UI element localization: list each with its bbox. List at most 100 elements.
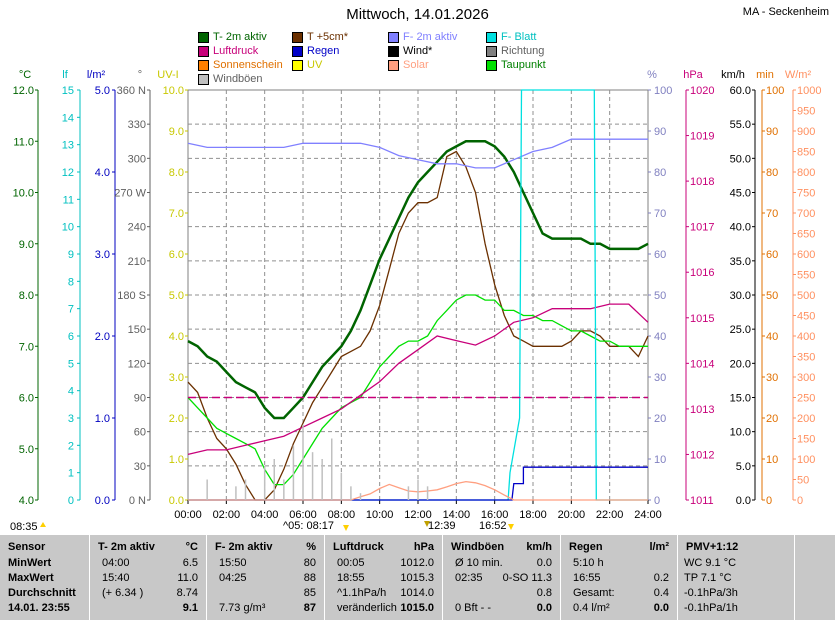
axis-tick-label-press: 1016 bbox=[690, 267, 714, 279]
axis-tick-label-wind: 10.0 bbox=[730, 427, 751, 439]
axis-tick-label-solar: 500 bbox=[797, 290, 815, 302]
table-cell-label: (+ 6.34 ) bbox=[102, 587, 144, 599]
axis-tick-label-sun: 10 bbox=[766, 454, 778, 466]
axis-tick-label-solar: 900 bbox=[797, 126, 815, 138]
axis-tick-label-hum: 80 bbox=[654, 167, 666, 179]
events-label: ^05: 08:17 bbox=[283, 520, 334, 532]
axis-tick-label-sun: 60 bbox=[766, 249, 778, 261]
time-tick-label: 06:00 bbox=[289, 509, 317, 521]
table-cell-label: TP 7.1 °C bbox=[684, 572, 732, 584]
legend-label: Wind* bbox=[403, 45, 433, 57]
axis-tick-label-press: 1014 bbox=[690, 358, 714, 370]
time-tick-label: 10:00 bbox=[366, 509, 394, 521]
series-line-f-2m-aktiv bbox=[187, 138, 648, 169]
axis-tick-label-solar: 250 bbox=[797, 393, 815, 405]
axis-tick-label-leaf: 5 bbox=[68, 358, 74, 370]
axis-tick-label-leaf: 6 bbox=[68, 331, 74, 343]
sunrise-label: 08:35 bbox=[10, 521, 38, 533]
axis-tick-label-dir: 180 S bbox=[117, 290, 146, 302]
axis-tick-label-hum: 10 bbox=[654, 454, 666, 466]
axis-tick-label-wind: 55.0 bbox=[730, 119, 751, 131]
column-header: F- 2m aktiv bbox=[215, 541, 273, 553]
axis-tick-label-solar: 150 bbox=[797, 434, 815, 446]
time-tick-label: 08:00 bbox=[328, 509, 356, 521]
table-cell-label: 15:40 bbox=[102, 572, 130, 584]
axis-tick-label-dir: 0 N bbox=[129, 495, 146, 507]
legend-swatch bbox=[198, 31, 209, 43]
time-tick-label: 12:00 bbox=[404, 509, 432, 521]
axis-tick-label-sun: 80 bbox=[766, 167, 778, 179]
summary-column: PMV+1:12 WC 9.1 °C TP 7.1 °C -0.1hPa/3h -0.1… bbox=[678, 535, 795, 620]
axis-unit-leaf: lf bbox=[62, 69, 68, 81]
axis-tick-label-uv: 8.0 bbox=[169, 167, 184, 179]
axis-unit-dir: ° bbox=[138, 69, 142, 81]
axis-tick-label-dir: 120 bbox=[128, 358, 146, 370]
series-line-f-blatt bbox=[188, 89, 648, 501]
axis-tick-label-leaf: 9 bbox=[68, 249, 74, 261]
summary-column: F- 2m aktiv% 15:50 80 04:25 88 85 7.73 g/m³ 87 bbox=[207, 535, 325, 620]
axis-tick-label-rain: 1.0 bbox=[95, 413, 110, 425]
table-cell-label: Gesamt: bbox=[573, 587, 615, 599]
legend-label: T- 2m aktiv bbox=[213, 31, 267, 43]
axis-tick-label-temp: 12.0 bbox=[13, 85, 34, 97]
axis-tick-label-uv: 0.0 bbox=[169, 495, 184, 507]
axis-tick-label-wind: 25.0 bbox=[730, 324, 751, 336]
table-cell-value: 1015.0 bbox=[400, 602, 434, 614]
table-cell-label: 7.73 g/m³ bbox=[219, 602, 266, 614]
time-tick-label: 02:00 bbox=[213, 509, 241, 521]
page-title: Mittwoch, 14.01.2026 bbox=[346, 6, 489, 23]
time-tick-label: 20:00 bbox=[558, 509, 586, 521]
axis-tick-label-wind: 15.0 bbox=[730, 393, 751, 405]
legend-swatch bbox=[198, 73, 209, 85]
time-tick-label: 24:00 bbox=[634, 509, 662, 521]
table-cell-label: 0 Bft - - bbox=[455, 602, 492, 614]
axis-tick-label-sun: 20 bbox=[766, 413, 778, 425]
axis-unit-sun: min bbox=[756, 69, 774, 81]
time-tick-label: 22:00 bbox=[596, 509, 624, 521]
legend-swatch bbox=[388, 59, 399, 71]
axis-tick-label-press: 1017 bbox=[690, 222, 714, 234]
axis-tick-label-uv: 7.0 bbox=[169, 208, 184, 220]
legend-swatch bbox=[292, 31, 303, 43]
axis-tick-label-sun: 100 bbox=[766, 85, 784, 97]
legend-label: Windböen bbox=[213, 73, 263, 85]
axis-tick-label-hum: 30 bbox=[654, 372, 666, 384]
legend-item: Luftdruck bbox=[198, 45, 258, 57]
axis-tick-label-uv: 3.0 bbox=[169, 372, 184, 384]
axis-tick-label-wind: 45.0 bbox=[730, 188, 751, 200]
axis-tick-label-solar: 0 bbox=[797, 495, 803, 507]
legend-swatch bbox=[486, 59, 497, 71]
axis-tick-label-leaf: 14 bbox=[62, 112, 74, 124]
column-unit: hPa bbox=[413, 541, 434, 553]
axis-tick-label-rain: 4.0 bbox=[95, 167, 110, 179]
legend-label: Sonnenschein bbox=[213, 59, 283, 71]
axis-tick-label-press: 1020 bbox=[690, 85, 714, 97]
axis-tick-label-sun: 0 bbox=[766, 495, 772, 507]
axis-tick-label-solar: 650 bbox=[797, 229, 815, 241]
legend-item: Regen bbox=[292, 45, 339, 57]
legend-item: T +5cm* bbox=[292, 31, 348, 43]
legend-item: Taupunkt bbox=[486, 59, 546, 71]
axis-tick-label-uv: 4.0 bbox=[169, 331, 184, 343]
table-cell-label: Ø 10 min. bbox=[455, 557, 503, 569]
axis-tick-label-hum: 100 bbox=[654, 85, 672, 97]
legend-swatch bbox=[198, 45, 209, 57]
axis-tick-label-rain: 2.0 bbox=[95, 331, 110, 343]
legend-label: Richtung bbox=[501, 45, 545, 57]
table-cell-value: 0.4 bbox=[653, 587, 669, 599]
column-header: T- 2m aktiv bbox=[98, 541, 155, 553]
event-icon bbox=[343, 525, 349, 531]
axis-tick-label-hum: 90 bbox=[654, 126, 666, 138]
table-cell-value: 0.0 bbox=[536, 557, 552, 569]
column-unit: % bbox=[306, 541, 316, 553]
legend-label: Luftdruck bbox=[213, 45, 259, 57]
summary-column: Luftdruck hPa 00:05 1012.0 18:55 1015.3 ^1.1hP… bbox=[325, 535, 443, 620]
axis-tick-label-wind: 50.0 bbox=[730, 153, 751, 165]
axis-tick-label-leaf: 8 bbox=[68, 276, 74, 288]
axis-tick-label-wind: 0.0 bbox=[736, 495, 751, 507]
series-line-regen bbox=[188, 466, 648, 501]
axis-tick-label-hum: 40 bbox=[654, 331, 666, 343]
table-cell-value: 80 bbox=[303, 557, 316, 569]
axis-tick-label-leaf: 1 bbox=[68, 468, 74, 480]
table-cell-label: 0.4 l/m² bbox=[573, 602, 610, 614]
